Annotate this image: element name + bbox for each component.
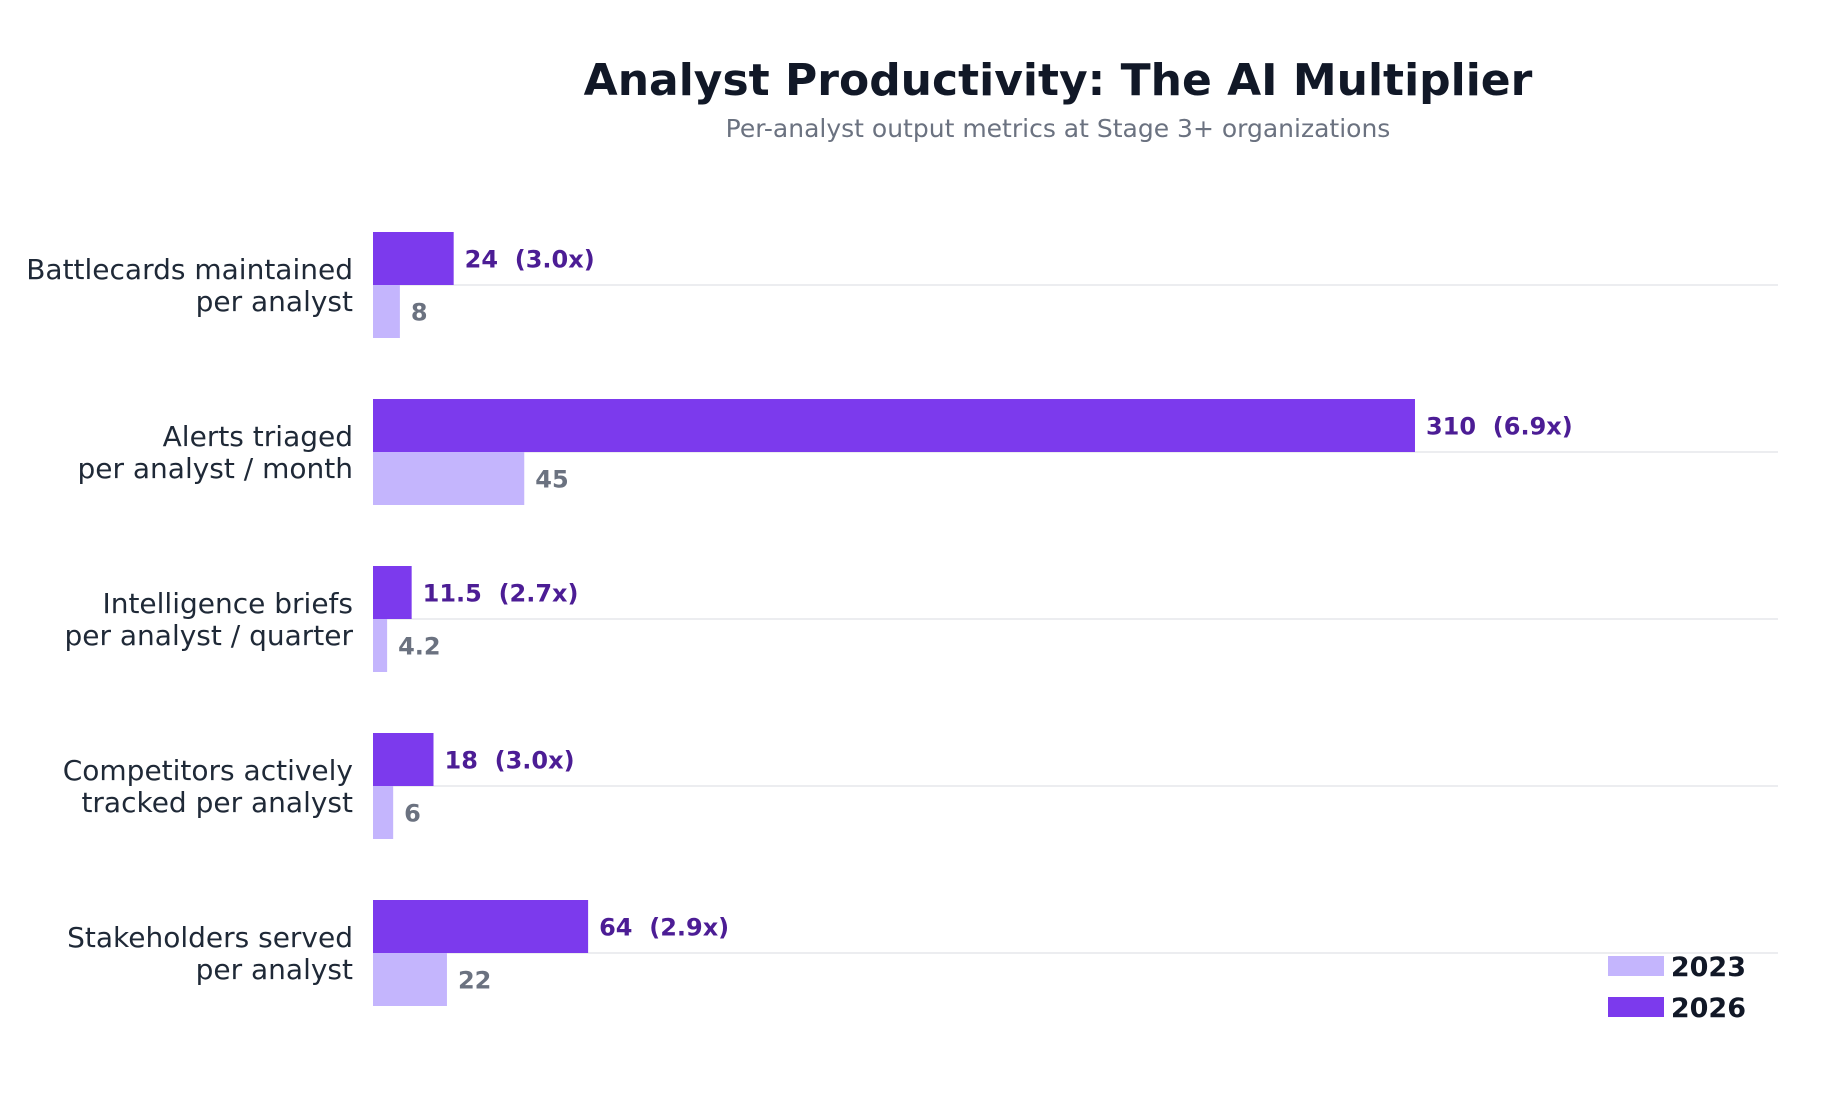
category-label: Alerts triaged <box>163 420 353 453</box>
category-label: Stakeholders served <box>67 921 353 954</box>
category-label: per analyst <box>196 953 353 986</box>
bar-2023 <box>373 285 400 338</box>
data-label-2026: 18 (3.0x) <box>445 747 575 775</box>
legend-label-2026: 2026 <box>1671 993 1746 1024</box>
category-label: Competitors actively <box>63 754 353 787</box>
data-label-2023: 6 <box>404 800 421 828</box>
chart-subtitle: Per-analyst output metrics at Stage 3+ o… <box>726 114 1391 143</box>
data-label-2023: 45 <box>535 466 568 494</box>
category-label: tracked per analyst <box>81 786 353 819</box>
bar-2026 <box>373 232 454 285</box>
category-label: per analyst / quarter <box>64 619 353 652</box>
data-label-2023: 8 <box>411 299 428 327</box>
bar-2023 <box>373 786 394 839</box>
bar-2023 <box>373 619 388 672</box>
bar-2023 <box>373 452 525 505</box>
legend-label-2023: 2023 <box>1671 952 1746 983</box>
legend: 2023 2026 <box>1608 952 1746 1024</box>
category-label: per analyst <box>196 285 353 318</box>
data-label-2026: 11.5 (2.7x) <box>423 580 579 608</box>
data-label-2026: 64 (2.9x) <box>599 914 729 942</box>
legend-swatch-2026 <box>1608 997 1664 1017</box>
data-label-2023: 22 <box>458 967 491 995</box>
bar-2026 <box>373 900 589 953</box>
data-label-2026: 310 (6.9x) <box>1426 413 1573 441</box>
chart-title: Analyst Productivity: The AI Multiplier <box>584 55 1533 106</box>
bar-2026 <box>373 566 412 619</box>
data-label-2023: 4.2 <box>398 633 441 661</box>
bar-2026 <box>373 399 1415 452</box>
category-label: Battlecards maintained <box>26 253 353 286</box>
bar-2026 <box>373 733 434 786</box>
category-label: Intelligence briefs <box>102 587 353 620</box>
legend-swatch-2023 <box>1608 956 1664 976</box>
category-label: per analyst / month <box>77 452 353 485</box>
bars-layer <box>373 232 1415 1006</box>
grid-layer <box>373 284 1778 954</box>
data-label-2026: 24 (3.0x) <box>465 246 595 274</box>
bar-2023 <box>373 953 447 1006</box>
